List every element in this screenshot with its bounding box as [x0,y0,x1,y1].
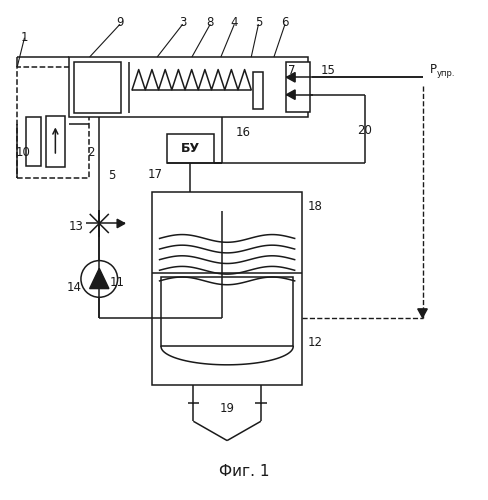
Bar [46,116,64,167]
Text: 15: 15 [321,64,336,77]
Text: 19: 19 [220,402,235,414]
Text: 20: 20 [357,124,372,137]
Bar [152,192,302,385]
Bar [253,72,264,108]
Bar [74,62,122,112]
Polygon shape [90,268,109,288]
Text: 13: 13 [69,220,83,234]
Text: 5: 5 [108,168,115,181]
Text: 2: 2 [87,146,94,159]
Bar [17,66,89,178]
Polygon shape [418,309,427,318]
Text: 3: 3 [179,16,186,29]
Polygon shape [117,219,125,228]
Polygon shape [286,90,295,100]
Text: 1: 1 [20,31,28,44]
Text: Р: Р [430,62,437,76]
Text: 18: 18 [307,200,323,213]
Text: 6: 6 [281,16,289,29]
Text: 7: 7 [288,64,296,77]
Text: 16: 16 [236,126,250,139]
Text: 9: 9 [116,16,124,29]
Bar [161,277,293,346]
Text: 17: 17 [147,168,162,181]
Bar [286,62,309,112]
Text: 11: 11 [110,276,124,289]
Text: 10: 10 [16,146,30,159]
Text: 14: 14 [67,281,81,294]
Bar [69,57,308,118]
Polygon shape [286,72,295,82]
Text: 8: 8 [206,16,214,29]
Text: упр.: упр. [437,69,455,78]
Text: 5: 5 [255,16,262,29]
Text: 4: 4 [231,16,238,29]
Bar [26,118,41,166]
Bar [167,134,214,163]
Text: БУ: БУ [181,142,200,155]
Text: 12: 12 [308,336,323,349]
Text: Фиг. 1: Фиг. 1 [219,464,269,479]
